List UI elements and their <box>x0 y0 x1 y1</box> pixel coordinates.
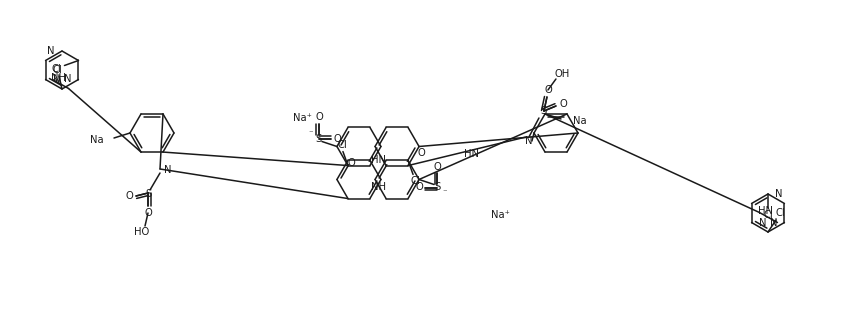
Text: O: O <box>144 208 152 218</box>
Text: N: N <box>525 136 532 146</box>
Text: NH: NH <box>51 73 66 83</box>
Text: Na⁺: Na⁺ <box>292 113 311 123</box>
Text: HN: HN <box>464 149 479 159</box>
Text: O: O <box>418 149 426 159</box>
Text: Na: Na <box>573 116 587 126</box>
Text: N: N <box>759 218 766 228</box>
Text: Cl: Cl <box>52 63 61 73</box>
Text: Cl: Cl <box>763 210 773 220</box>
Text: Cl: Cl <box>410 176 420 187</box>
Text: Cl: Cl <box>775 208 785 218</box>
Text: O: O <box>433 161 441 171</box>
Text: Na⁺: Na⁺ <box>490 210 509 220</box>
Text: NH: NH <box>371 182 385 192</box>
Text: O: O <box>125 191 133 201</box>
Text: N: N <box>775 189 783 199</box>
Text: S: S <box>541 106 547 116</box>
Text: O: O <box>544 85 552 95</box>
Text: Cl: Cl <box>337 139 347 149</box>
Text: N: N <box>47 46 55 56</box>
Text: O: O <box>415 182 423 192</box>
Text: O: O <box>347 158 355 168</box>
Text: N: N <box>52 74 60 84</box>
Text: O: O <box>315 112 322 122</box>
Text: N: N <box>164 165 171 175</box>
Text: N: N <box>64 74 71 84</box>
Text: OH: OH <box>555 69 569 79</box>
Text: S: S <box>434 182 440 192</box>
Text: Cl: Cl <box>52 65 62 75</box>
Text: O: O <box>559 99 567 109</box>
Text: ⁻: ⁻ <box>443 188 447 197</box>
Text: ⁻: ⁻ <box>309 129 313 138</box>
Text: S: S <box>144 189 151 199</box>
Text: HO: HO <box>134 227 150 237</box>
Text: O: O <box>333 133 341 143</box>
Text: N: N <box>770 218 777 228</box>
Text: HN: HN <box>371 154 385 165</box>
Text: HN: HN <box>758 207 773 216</box>
Text: S: S <box>316 133 322 143</box>
Text: Na: Na <box>90 135 104 145</box>
